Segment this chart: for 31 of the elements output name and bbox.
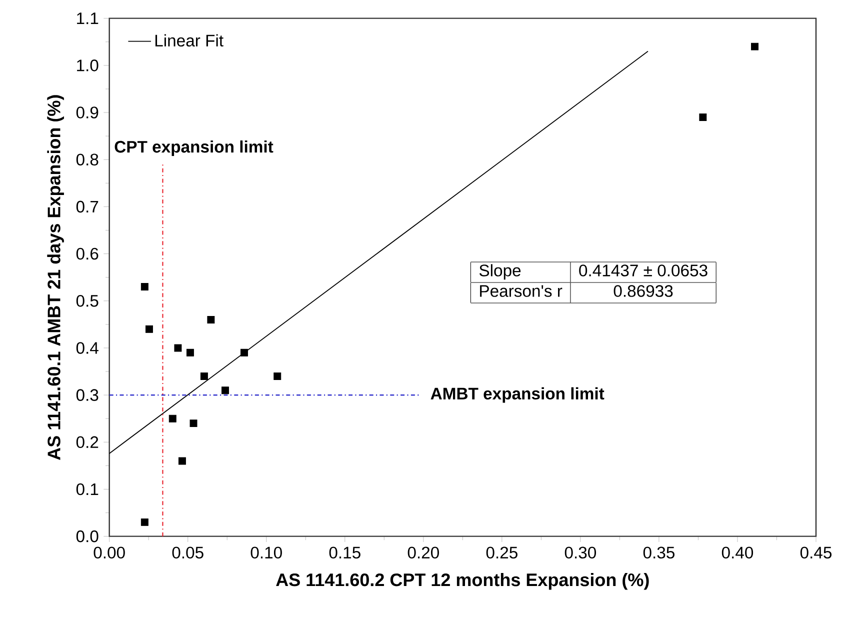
y-tick-label: 0.2 bbox=[76, 436, 98, 448]
annotation: Slope bbox=[479, 264, 521, 280]
x-tick-label: 0.20 bbox=[408, 546, 439, 559]
y-tick-label: 0.8 bbox=[76, 154, 98, 166]
annotation: Pearson's r bbox=[480, 285, 562, 297]
y-tick-label: 0.9 bbox=[76, 106, 98, 118]
annotation: 0.86933 bbox=[614, 285, 673, 297]
y-tick-label: 1.0 bbox=[77, 60, 98, 72]
x-tick-label: 0.05 bbox=[172, 546, 204, 559]
y-tick-label: 0.7 bbox=[76, 200, 98, 213]
y-tick-label: 0.0 bbox=[76, 530, 98, 542]
ref-line-label: AMBT expansion limit bbox=[430, 387, 604, 403]
x-tick-label: 0.40 bbox=[722, 546, 754, 559]
ref-line-label: CPT expansion limit bbox=[114, 140, 274, 156]
x-tick-label: 0.10 bbox=[250, 546, 282, 559]
y-tick-label: 0.1 bbox=[76, 483, 98, 496]
annotation: 0.41437 ± 0.0653 bbox=[579, 264, 708, 276]
x-axis-title: AS 1141.60.2 CPT 12 months Expansion (%) bbox=[276, 573, 649, 590]
x-tick-label: 0.35 bbox=[643, 546, 674, 559]
x-tick-label: 0.25 bbox=[486, 546, 518, 559]
y-tick-label: 0.6 bbox=[76, 248, 98, 260]
x-tick-label: 0.45 bbox=[800, 546, 832, 559]
x-tick-label: 0.30 bbox=[564, 546, 596, 559]
x-tick-label: 0.15 bbox=[329, 546, 360, 559]
x-tick-label: 0.00 bbox=[94, 546, 125, 559]
y-axis-title: AS 1141.60.1 AMBT 21 days Expansion (%) bbox=[47, 95, 64, 460]
y-tick-label: 1.1 bbox=[77, 12, 98, 24]
legend-label: Linear Fit bbox=[155, 34, 224, 47]
y-tick-label: 0.5 bbox=[76, 294, 98, 307]
y-tick-label: 0.3 bbox=[76, 389, 98, 401]
y-tick-label: 0.4 bbox=[76, 342, 98, 354]
